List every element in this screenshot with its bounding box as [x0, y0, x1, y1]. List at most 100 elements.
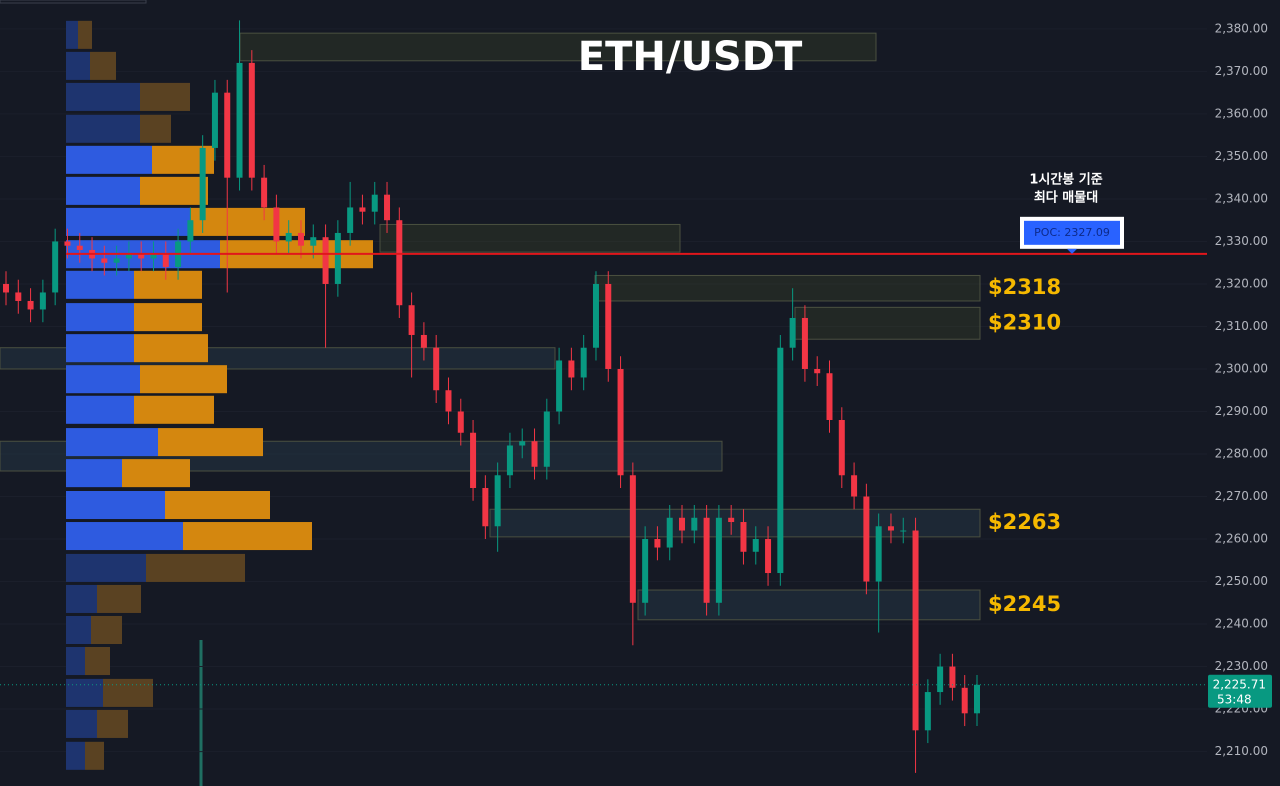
candle-body [15, 292, 22, 301]
candle-body [740, 522, 747, 552]
candle-body [900, 530, 907, 532]
candle-body [433, 347, 440, 391]
candle-body [297, 232, 304, 246]
candle-body [384, 194, 391, 221]
countdown-label: 53:48 [1217, 692, 1252, 706]
candle-body [347, 207, 354, 233]
candle-body [285, 232, 292, 242]
y-tick-label: 2,350.00 [1215, 149, 1268, 163]
candle-body [211, 92, 218, 148]
candle-body [396, 220, 403, 306]
candle-body [457, 411, 464, 433]
candle-body [728, 517, 735, 523]
candle-body [654, 539, 661, 548]
candle-body [937, 666, 944, 693]
y-tick-label: 2,270.00 [1215, 489, 1268, 503]
candle-body [543, 411, 550, 467]
zone-label: $2263 [988, 510, 1061, 534]
profile-bar [183, 522, 312, 551]
poc-pointer [1067, 248, 1077, 254]
y-tick-label: 2,280.00 [1215, 447, 1268, 461]
candle-body [39, 292, 46, 310]
candle-body [875, 526, 882, 582]
candle-body [334, 232, 341, 284]
profile-bar [66, 741, 85, 770]
profile-bar [66, 395, 134, 424]
candle-body [125, 254, 132, 259]
profile-bar [158, 428, 263, 457]
price-zone [489, 508, 981, 538]
candle-body [224, 92, 231, 178]
candle-body [752, 539, 759, 552]
candle-body [445, 390, 452, 412]
candle-body [531, 441, 538, 467]
candle-body [863, 496, 870, 582]
candle-body [974, 684, 980, 714]
candle-body [961, 687, 968, 714]
profile-bar [134, 270, 202, 299]
candle-body [482, 488, 489, 527]
candle-body [52, 241, 59, 293]
candle-body [912, 530, 919, 731]
profile-bar [66, 709, 97, 738]
candle-body [605, 283, 612, 369]
candle-body [642, 539, 649, 603]
profile-bar [140, 82, 190, 111]
candle-body [150, 254, 157, 259]
candle-body [715, 517, 722, 603]
profile-bar [90, 51, 116, 80]
profile-bar [66, 678, 103, 707]
profile-bar [78, 20, 92, 49]
candle-body [679, 517, 686, 531]
price-zone [637, 589, 981, 621]
profile-bar [134, 303, 202, 332]
candle-body [76, 245, 83, 250]
candle-body [617, 368, 624, 476]
profile-bar [66, 365, 140, 394]
candle-body [789, 317, 796, 348]
profile-bar [97, 709, 128, 738]
candle-body [691, 517, 698, 531]
candle-body [580, 347, 587, 378]
y-tick-label: 2,290.00 [1215, 404, 1268, 418]
profile-bar [66, 303, 134, 332]
poc-box [1024, 220, 1120, 245]
candle-body [838, 419, 845, 476]
y-tick-label: 2,210.00 [1215, 744, 1268, 758]
candle-body [27, 300, 34, 310]
profile-bar [66, 334, 134, 363]
profile-bar [66, 647, 85, 676]
profile-bar [66, 459, 122, 488]
profile-bar [66, 82, 140, 111]
candle-body [359, 207, 366, 212]
y-tick-label: 2,320.00 [1215, 276, 1268, 290]
profile-bar [134, 395, 214, 424]
candle-body [138, 254, 145, 259]
zone-label: $2310 [988, 310, 1061, 334]
profile-bar [146, 553, 245, 582]
last-price-box [1208, 674, 1272, 708]
chart-title: ETH/USDT [578, 34, 803, 80]
candle-body [556, 360, 563, 412]
frame-edge [0, 0, 147, 4]
y-tick-label: 2,250.00 [1215, 574, 1268, 588]
profile-bar [140, 114, 171, 143]
price-zone [594, 274, 981, 302]
candle-body [924, 692, 931, 731]
candle-body [666, 517, 673, 548]
last-price-label: 2,225.71 [1213, 677, 1266, 691]
y-tick-label: 2,300.00 [1215, 361, 1268, 375]
profile-bar [66, 553, 146, 582]
candle-body [187, 220, 194, 242]
candle-body [408, 305, 415, 335]
profile-bar [66, 176, 140, 205]
candle-body [113, 258, 120, 263]
zone-label: $2318 [988, 275, 1061, 299]
candle-body [814, 368, 821, 374]
profile-bar [103, 678, 153, 707]
y-tick-label: 2,240.00 [1215, 617, 1268, 631]
y-tick-label: 2,340.00 [1215, 191, 1268, 205]
y-tick-label: 2,370.00 [1215, 64, 1268, 78]
profile-bar [85, 647, 110, 676]
